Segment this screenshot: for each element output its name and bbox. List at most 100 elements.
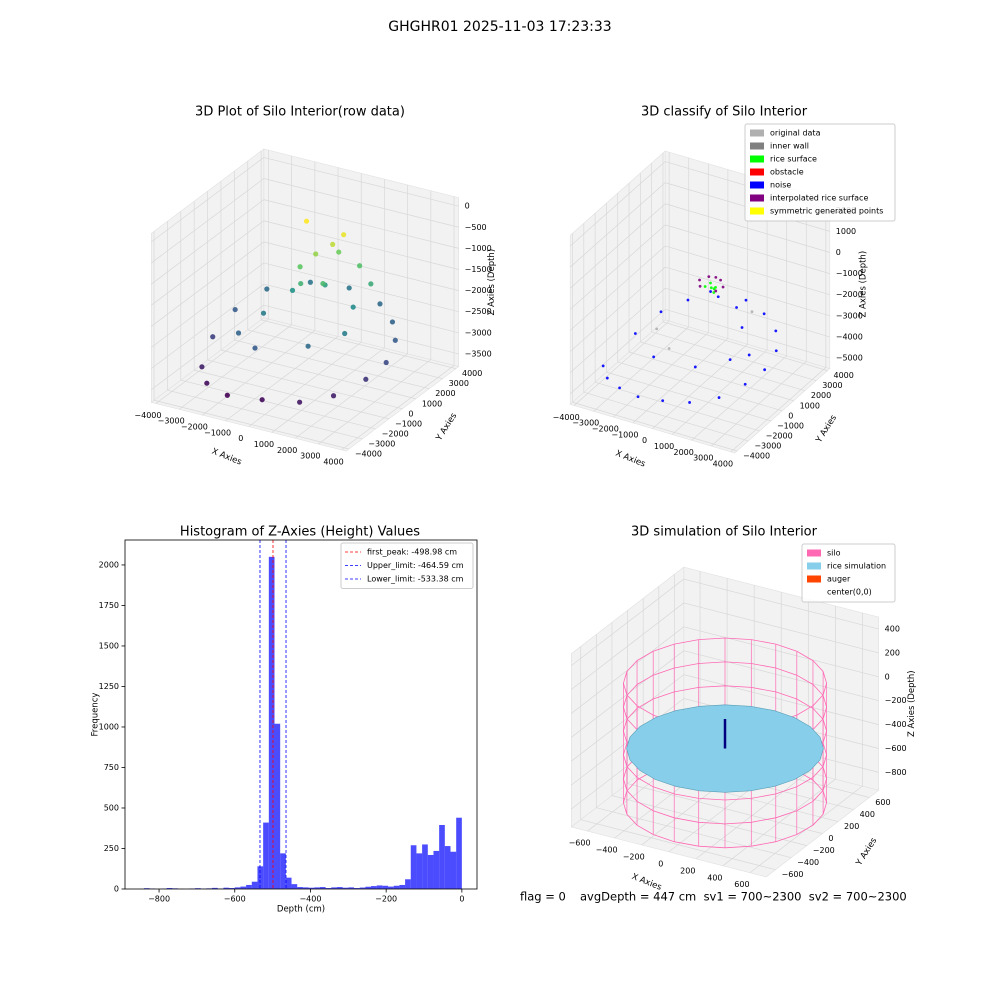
- legend-swatch: [807, 562, 821, 570]
- z-tick-label: 0: [465, 202, 470, 211]
- legend-swatch: [750, 142, 764, 150]
- subplot-title: 3D classify of Silo Interior: [641, 105, 808, 120]
- legend-label: center(0,0): [827, 588, 872, 597]
- data-point: [303, 218, 310, 224]
- rice-surface: [626, 704, 824, 793]
- z-tick-label: −1000: [836, 269, 863, 278]
- y-tick-label: 0: [828, 834, 833, 843]
- legend-swatch: [807, 549, 821, 557]
- grid-line: [665, 308, 830, 359]
- x-tick-label: −200: [375, 895, 397, 904]
- legend-swatch: [750, 129, 764, 137]
- data-point: [744, 298, 748, 302]
- data-point: [259, 397, 265, 403]
- data-point: [605, 376, 609, 380]
- x-tick-label: 2000: [277, 446, 297, 455]
- legend-label: auger: [827, 575, 851, 584]
- legend-label: rice surface: [770, 155, 817, 164]
- histogram-bar: [371, 886, 377, 889]
- data-point: [298, 280, 304, 287]
- data-point: [712, 291, 716, 294]
- grid-line: [151, 283, 265, 369]
- grid-line: [571, 626, 685, 714]
- data-point: [716, 295, 720, 299]
- data-point: [330, 241, 336, 248]
- legend-box: [340, 542, 474, 589]
- z-tick-label: −2000: [465, 286, 492, 295]
- histogram-bar: [240, 886, 247, 889]
- grid-line: [263, 262, 459, 313]
- grid-line: [571, 674, 685, 762]
- histogram-bar: [416, 853, 423, 889]
- legend-swatch: [807, 588, 821, 596]
- grid-line: [261, 319, 457, 369]
- grid-line: [180, 379, 376, 430]
- figure-title: GHGHR01 2025-11-03 17:23:33: [388, 19, 611, 35]
- data-point: [714, 289, 718, 293]
- legend-label: symmetric generated points: [770, 207, 883, 216]
- legend-label: first_peak: -498.98 cm: [367, 548, 457, 557]
- data-point: [297, 264, 303, 270]
- grid-line: [569, 203, 666, 289]
- legend-swatch: [750, 194, 764, 202]
- data-point: [199, 364, 205, 370]
- x-tick-label: −2000: [181, 423, 208, 432]
- data-point: [698, 284, 702, 288]
- histogram-bar: [291, 884, 298, 889]
- data-point: [392, 337, 398, 343]
- histogram-bar: [376, 885, 383, 889]
- data-point: [252, 345, 258, 351]
- x-tick-label: 1000: [654, 442, 674, 451]
- grid-line: [207, 359, 403, 410]
- data-point: [747, 353, 751, 357]
- y-tick-label: 400: [860, 810, 875, 819]
- data-point: [342, 330, 348, 337]
- histogram-bar: [212, 887, 218, 889]
- y-tick-label: 500: [104, 803, 119, 812]
- histogram-bar: [314, 887, 320, 889]
- grid-line: [263, 178, 459, 228]
- legend-label: original data: [770, 129, 821, 138]
- z-axis-label: Z Axies (Depth): [907, 670, 917, 737]
- z-tick-label: −500: [465, 223, 487, 232]
- histogram-bar: [450, 851, 457, 889]
- data-point: [210, 334, 216, 340]
- histogram-bar: [195, 888, 201, 889]
- data-point: [289, 287, 296, 293]
- histogram-bar: [246, 884, 252, 889]
- x-tick-label: −800: [148, 895, 170, 904]
- y-tick-label: 1250: [99, 682, 119, 691]
- x-tick-label: −600: [569, 839, 591, 848]
- grid-line: [153, 399, 349, 450]
- data-point: [686, 298, 690, 302]
- legend-label: noise: [770, 181, 791, 190]
- grid-line: [583, 391, 749, 442]
- data-point: [709, 290, 712, 293]
- histogram-bar: [433, 850, 440, 889]
- z-tick-label: −600: [885, 744, 907, 753]
- y-tick-label: 3000: [822, 381, 842, 390]
- y-axis-label: Y Axies: [814, 413, 840, 446]
- data-point: [363, 376, 369, 382]
- data-point: [307, 279, 313, 285]
- data-point: [601, 364, 605, 368]
- x-tick-label: −2000: [592, 425, 619, 434]
- legend-label: interpolated rice surface: [770, 194, 868, 203]
- x-tick-label: 3000: [693, 454, 713, 463]
- grid-line: [595, 381, 760, 432]
- data-point: [368, 281, 374, 287]
- grid-line: [571, 578, 685, 666]
- z-tick-label: −1000: [465, 244, 492, 253]
- x-tick-label: −400: [596, 846, 618, 855]
- grid-line: [151, 199, 265, 285]
- y-tick-label: −200: [813, 846, 835, 855]
- data-point: [389, 319, 396, 325]
- grid-line: [665, 266, 830, 317]
- x-tick-label: 0: [658, 859, 663, 868]
- histogram-bar: [223, 887, 230, 889]
- z-tick-label: −800: [885, 768, 907, 777]
- y-tick-label: −3000: [368, 439, 395, 448]
- x-axis-label: Depth (cm): [277, 905, 325, 915]
- y-tick-label: 250: [104, 844, 119, 853]
- data-point: [655, 327, 659, 331]
